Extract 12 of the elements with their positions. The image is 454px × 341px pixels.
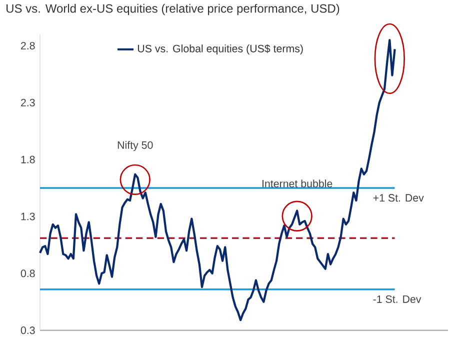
annotation: Nifty 50 [118,141,153,151]
y-tick-label: 0.3 [20,326,35,334]
legend-label: US vs. Global equities (US$ terms) [138,44,303,54]
chart-title: US vs. World ex-US equities (relative price performance, USD) [6,4,340,16]
ref-line-label: -1 St. Dev [373,295,422,303]
y-tick-label: 0.8 [20,270,35,278]
y-tick-label: 1.3 [21,212,35,220]
y-tick-label: 2.8 [21,42,35,50]
ref-line-label: +1 St. Dev [373,194,424,202]
y-tick-label: 2.3 [21,98,35,106]
y-tick-label: 1.8 [21,156,35,164]
annotation: Internet bubble [262,180,332,188]
